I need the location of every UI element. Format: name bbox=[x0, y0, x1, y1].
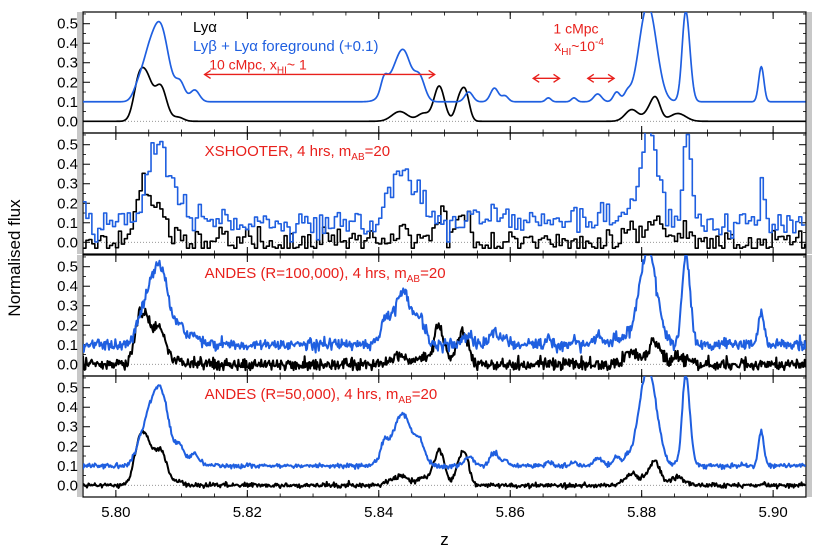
right-strip bbox=[807, 12, 812, 133]
y-tick-label: 0.2 bbox=[57, 195, 78, 212]
annotation-arrowhead bbox=[428, 69, 436, 80]
y-tick-label: 0.0 bbox=[57, 356, 78, 373]
panel-4: 0.0 0.1 0.2 0.3 0.4 0.5 5.80 5.82 5.84 5.86 5.88 5.… bbox=[57, 375, 812, 521]
panel-3: 0.0 0.1 0.2 0.3 0.4 0.5 bbox=[57, 254, 812, 377]
right-strip bbox=[807, 376, 812, 497]
annotation-1cmpc: 1 cMpc bbox=[553, 20, 598, 36]
series-lya-line bbox=[83, 172, 806, 249]
y-tick-label: 0.5 bbox=[57, 259, 78, 276]
series-group bbox=[83, 255, 806, 372]
right-strip bbox=[807, 255, 812, 376]
x-tick-label: 5.82 bbox=[233, 504, 262, 521]
series-group bbox=[83, 133, 806, 249]
annotation-10cmpc: 10 cMpc, xHI~ 1 bbox=[209, 57, 307, 77]
left-strip bbox=[77, 12, 82, 133]
left-strip bbox=[77, 376, 82, 497]
y-tick-label: 0.4 bbox=[57, 278, 78, 295]
y-tick-label: 0.3 bbox=[57, 55, 78, 72]
y-tick-label: 0.4 bbox=[57, 399, 78, 416]
x-tick-label: 5.80 bbox=[101, 504, 130, 521]
panel-frame bbox=[82, 375, 807, 498]
y-tick-label: 0.3 bbox=[57, 176, 78, 193]
series-group bbox=[83, 12, 806, 123]
panel-2: 0.0 0.1 0.2 0.3 0.4 0.5 bbox=[57, 132, 812, 255]
x-tick-label: 5.88 bbox=[627, 504, 656, 521]
series-lyb-line bbox=[83, 376, 806, 471]
x-tick-label: 5.86 bbox=[496, 504, 525, 521]
series-lyb-line bbox=[83, 12, 806, 103]
annotation-arrowhead bbox=[203, 69, 211, 80]
y-tick-label: 0.0 bbox=[57, 477, 78, 494]
panel-1: 0.0 0.1 0.2 0.3 0.4 0.5 bbox=[57, 11, 812, 134]
panel-frame bbox=[82, 11, 807, 134]
series-lyb-line bbox=[83, 133, 806, 243]
annotation-xhi: xHI~10-4 bbox=[554, 37, 604, 58]
panel-title: XSHOOTER, 4 hrs, mAB=20 bbox=[205, 143, 391, 163]
y-tick-label: 0.3 bbox=[57, 298, 78, 315]
legend-entry: Lyα bbox=[193, 19, 217, 36]
y-tick-label: 0.0 bbox=[57, 234, 78, 251]
panel-title: ANDES (R=50,000), 4 hrs, mAB=20 bbox=[205, 386, 438, 406]
panels-layer: 0.00.10.20.30.40.50.00.10.20.30.40.50.00… bbox=[57, 11, 812, 521]
y-tick-label: 0.5 bbox=[57, 137, 78, 154]
right-strip bbox=[807, 133, 812, 254]
annotation-arrowhead bbox=[531, 73, 540, 83]
y-tick-label: 0.3 bbox=[57, 419, 78, 436]
series-group bbox=[83, 376, 806, 490]
legend-entry: Lyβ + Lyα foreground (+0.1) bbox=[193, 38, 378, 55]
annotation-arrowhead bbox=[607, 73, 616, 83]
series-lya-line bbox=[83, 429, 806, 490]
x-tick-label: 5.84 bbox=[364, 504, 393, 521]
y-tick-label: 0.5 bbox=[57, 380, 78, 397]
series-lyb-line bbox=[83, 255, 806, 354]
y-tick-label: 0.4 bbox=[57, 35, 78, 52]
y-tick-label: 0.2 bbox=[57, 317, 78, 334]
y-tick-label: 0.1 bbox=[57, 458, 78, 475]
annotation-arrowhead bbox=[553, 73, 561, 83]
y-tick-label: 0.1 bbox=[57, 215, 78, 232]
panel-title: ANDES (R=100,000), 4 hrs, mAB=20 bbox=[205, 265, 446, 285]
series-lya-line bbox=[83, 66, 806, 123]
y-tick-label: 0.2 bbox=[57, 74, 78, 91]
y-axis-label: Normalised flux bbox=[5, 199, 24, 317]
y-tick-label: 0.4 bbox=[57, 156, 78, 173]
annotation-arrowhead bbox=[586, 73, 595, 83]
y-tick-label: 0.1 bbox=[57, 94, 78, 111]
y-tick-label: 0.2 bbox=[57, 438, 78, 455]
y-tick-label: 0.1 bbox=[57, 337, 78, 354]
panel-frame bbox=[82, 132, 807, 255]
left-strip bbox=[77, 255, 82, 376]
labels-layer: Lyα Lyβ + Lyα foreground (+0.1) 10 cMpc, x… bbox=[193, 19, 616, 406]
y-tick-label: 0.0 bbox=[57, 113, 78, 130]
x-axis-label: z bbox=[440, 530, 449, 548]
y-tick-label: 0.5 bbox=[57, 16, 78, 33]
x-tick-label: 5.90 bbox=[759, 504, 788, 521]
left-strip bbox=[77, 133, 82, 254]
